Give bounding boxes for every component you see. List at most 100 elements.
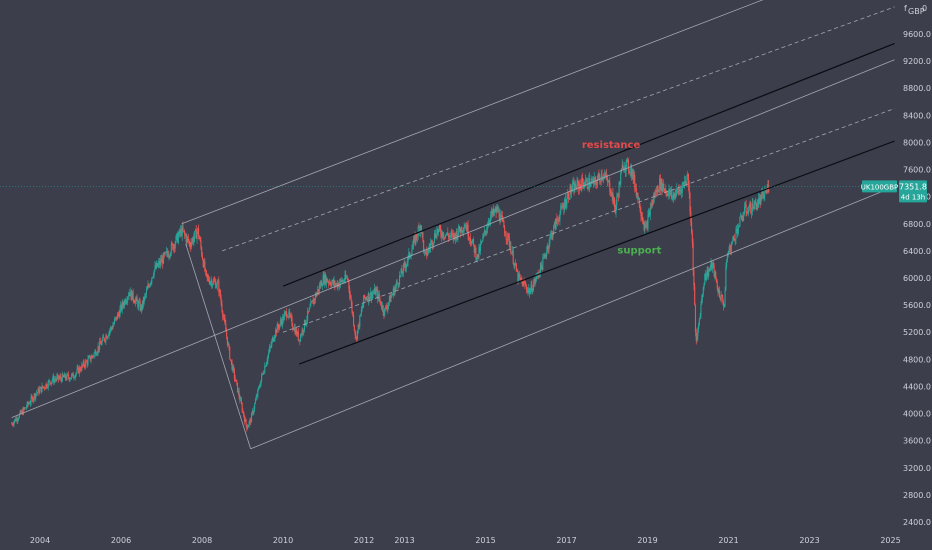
candle-body	[468, 236, 470, 239]
candle-body	[668, 189, 670, 193]
candle-body	[311, 300, 313, 302]
candle-body	[266, 360, 268, 364]
candle-body	[625, 161, 627, 171]
candle-body	[216, 281, 218, 287]
candle-body	[193, 237, 195, 243]
candle-body	[335, 284, 337, 286]
candle-body	[751, 203, 753, 212]
candle-body	[29, 403, 31, 405]
candle-body	[439, 226, 441, 230]
candle-body	[314, 294, 316, 301]
candle-body	[420, 225, 422, 233]
candle-body	[213, 280, 215, 282]
candle-body	[437, 229, 439, 233]
candle-body	[525, 285, 527, 287]
candle-body	[296, 331, 299, 336]
candle-body	[556, 218, 558, 221]
candle-body	[14, 419, 17, 422]
candle-body	[325, 277, 327, 285]
candle-body	[319, 285, 321, 288]
candle-body	[593, 177, 595, 185]
candle-body	[512, 250, 514, 264]
candle-body	[247, 426, 249, 430]
candle-body	[435, 237, 437, 239]
candle-body	[754, 200, 756, 203]
candle-body	[640, 211, 642, 217]
candle-body	[275, 329, 278, 333]
candle-body	[604, 175, 606, 177]
candle-body	[762, 191, 764, 199]
candle-body	[583, 185, 585, 188]
candle-body	[302, 329, 304, 333]
candle-body	[313, 298, 315, 304]
candle-body	[67, 374, 69, 375]
candle-body	[261, 373, 263, 375]
candle-body	[489, 221, 491, 222]
candle-body	[425, 250, 427, 253]
candle-body	[11, 423, 13, 425]
candle-body	[367, 293, 369, 302]
candle-body	[506, 239, 508, 241]
candle-body	[543, 257, 545, 259]
candle-body	[709, 267, 711, 269]
candle-body	[263, 372, 265, 374]
time-axis[interactable]: 2004 2006 2008 2010 2012 2013 2015 2017 2019 2021…	[30, 536, 901, 545]
candle-body	[245, 419, 247, 426]
candle-body	[287, 316, 289, 318]
candle-body	[618, 182, 620, 197]
candle-body	[522, 281, 524, 287]
candle-body	[62, 374, 64, 377]
candle-body	[310, 302, 312, 307]
candle-body	[472, 239, 474, 242]
candle-body	[173, 245, 175, 249]
candle-body	[34, 393, 36, 399]
candle-body	[451, 233, 454, 235]
candle-body	[461, 226, 463, 232]
candle-body	[712, 263, 714, 266]
candle-body	[437, 229, 440, 233]
candle-body	[365, 297, 367, 300]
candle-body	[708, 270, 710, 277]
candle-body	[276, 324, 278, 333]
candle-body	[641, 217, 644, 221]
candle-body	[81, 364, 84, 366]
candle-body	[77, 367, 79, 369]
candle-body	[375, 289, 377, 296]
x-tick-label: 2021	[718, 536, 738, 545]
candle-body	[691, 222, 693, 233]
annotation-resistance: resistance	[582, 140, 641, 151]
candle-body	[574, 183, 576, 193]
candle-body	[670, 190, 672, 198]
candle-body	[571, 184, 573, 190]
candle-body	[317, 289, 319, 293]
candle-body	[78, 367, 80, 374]
candle-body	[427, 248, 429, 253]
candle-body	[467, 224, 469, 237]
candle-body	[535, 278, 537, 283]
price-axis[interactable]: 2400.0 2800.0 3200.0 3600.0 4000.0 4400.0 4800…	[903, 30, 931, 527]
candle-body	[241, 403, 243, 412]
candle-body	[423, 251, 425, 253]
candle-body	[257, 387, 260, 390]
candle-body	[204, 261, 206, 271]
candle-body	[552, 232, 554, 238]
candle-body	[165, 252, 167, 253]
y-tick-label: 4400.0	[903, 382, 931, 391]
candle-body	[581, 178, 584, 184]
candle-body	[735, 229, 737, 240]
candle-body	[702, 287, 704, 295]
candle-body	[214, 281, 216, 282]
candle-body	[610, 193, 612, 196]
candle-body	[416, 234, 418, 238]
candle-body	[44, 388, 46, 389]
candle-body	[743, 213, 745, 217]
candle-body	[145, 290, 147, 295]
candle-body	[412, 245, 414, 250]
candle-body	[531, 284, 533, 293]
candle-body	[23, 408, 25, 410]
candle-body	[171, 243, 173, 245]
candle-body	[448, 235, 450, 238]
candle-body	[344, 274, 346, 282]
